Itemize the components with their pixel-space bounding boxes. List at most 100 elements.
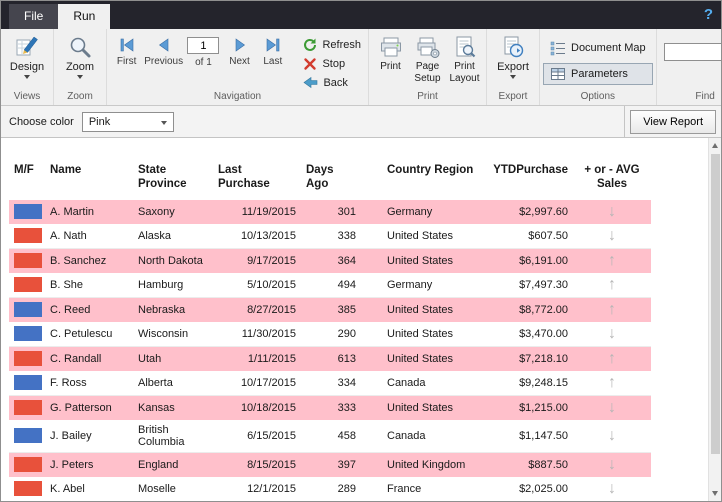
design-button-label: Design [9,61,45,73]
color-parameter-dropdown[interactable]: Pink [81,111,174,132]
page-setup-button[interactable]: Page Setup [409,31,446,84]
export-icon [501,35,525,59]
gender-color-box [14,428,42,444]
view-report-button[interactable]: View Report [630,109,716,134]
back-button[interactable]: Back [299,75,365,90]
parameters-button[interactable]: Parameters [543,63,653,85]
zoom-icon [68,35,92,59]
cell-ytd-purchase: $1,215.00 [519,401,568,414]
export-button[interactable]: Export [490,31,536,79]
ribbon-group-navigation: First Previous of 1 [106,29,368,105]
cell-country: United States [387,352,454,365]
group-label-find: Find [695,91,715,102]
tab-run[interactable]: Run [58,4,111,29]
page-number-input[interactable] [187,37,220,54]
cell-name: A. Nath [50,229,87,242]
stop-label: Stop [322,58,346,70]
design-icon [15,35,39,59]
down-arrow-icon: ↓ [608,202,616,220]
design-button[interactable]: Design [4,31,50,79]
document-map-button[interactable]: Document Map [543,37,653,59]
tab-file[interactable]: File [9,4,59,29]
vertical-scrollbar[interactable] [708,138,721,501]
first-page-button[interactable]: First [110,37,143,67]
cell-trend: ↑ [573,371,651,396]
print-button[interactable]: Print [372,31,409,73]
cell-ytd-purchase: $887.50 [528,458,568,471]
page-setup-label: Page Setup [414,61,441,84]
cell-gender [9,273,45,298]
cell-days-ago: 289 [337,482,356,495]
printer-icon [379,35,403,59]
next-page-button[interactable]: Next [223,37,256,67]
previous-page-button[interactable]: Previous [143,37,184,67]
table-row: A. Martin Saxony 11/19/2015 301 Germany $2,99… [9,199,651,224]
print-layout-label: Print Layout [449,61,480,84]
cell-gender [9,248,45,273]
scroll-up-button[interactable] [709,138,721,153]
cell-country: United States [387,229,454,242]
cell-gender [9,322,45,347]
down-arrow-icon: ↓ [608,398,616,416]
parameter-label: Choose color [9,115,74,128]
print-layout-button[interactable]: Print Layout [446,31,483,84]
nav-extra-buttons: Refresh Stop [299,37,365,90]
cell-gender [9,297,45,322]
column-header: Country Region [387,164,474,176]
cell-gender [9,371,45,396]
cell-state: North Dakota [138,254,203,267]
cell-ytd-purchase: $7,497.30 [519,278,568,291]
cell-days-ago: 290 [337,327,356,340]
chevron-down-icon [510,75,516,79]
find-input[interactable] [663,43,721,61]
gender-color-box [14,375,42,391]
cell-last-purchase: 9/17/2015 [247,254,296,267]
column-header: Name [50,164,82,176]
gender-color-box [14,228,42,244]
cell-last-purchase: 5/10/2015 [247,278,296,291]
cell-name: B. She [50,278,84,291]
cell-days-ago: 334 [337,376,356,389]
export-button-label: Export [497,61,529,73]
navigation-controls: First Previous of 1 [110,31,365,90]
down-arrow-icon: ↓ [608,479,616,497]
cell-ytd-purchase: $6,191.00 [519,254,568,267]
cell-last-purchase: 10/13/2015 [240,229,296,242]
refresh-button[interactable]: Refresh [299,37,365,53]
column-header: M/F [14,164,34,176]
cell-days-ago: 338 [337,229,356,242]
cell-trend: ↓ [573,420,651,453]
cell-trend: ↑ [573,248,651,273]
cell-name: C. Randall [50,352,102,365]
group-label-export: Export [498,91,528,102]
chevron-down-icon [24,75,30,79]
previous-page-icon [154,37,174,53]
scroll-down-button[interactable] [709,486,721,501]
group-label-print: Print [417,91,438,102]
last-page-label: Last [263,56,283,67]
ribbon: Design Views Zoom Zoom [1,29,721,106]
page-setup-icon [416,35,440,59]
zoom-button[interactable]: Zoom [57,31,103,79]
down-arrow-icon: ↓ [608,455,616,473]
print-layout-icon [453,35,477,59]
cell-name: F. Ross [50,376,87,389]
stop-icon [303,57,317,71]
stop-button[interactable]: Stop [299,56,365,72]
cell-state: Hamburg [138,278,184,291]
last-page-button[interactable]: Last [256,37,289,67]
gender-color-box [14,326,42,342]
next-page-label: Next [229,56,250,67]
view-report-area: View Report [624,106,721,137]
cell-days-ago: 494 [337,278,356,291]
table-body: A. Martin Saxony 11/19/2015 301 Germany $2,99… [9,199,651,501]
up-arrow-icon: ↑ [608,373,616,391]
column-header: YTDPurchase [493,164,568,176]
down-arrow-icon: ↓ [608,226,616,244]
help-icon[interactable]: ? [703,6,713,23]
document-map-label: Document Map [571,42,646,54]
scroll-up-icon [712,143,718,148]
scrollbar-thumb[interactable] [711,154,720,454]
cell-trend: ↑ [573,346,651,371]
cell-state: Alaska [138,229,172,242]
